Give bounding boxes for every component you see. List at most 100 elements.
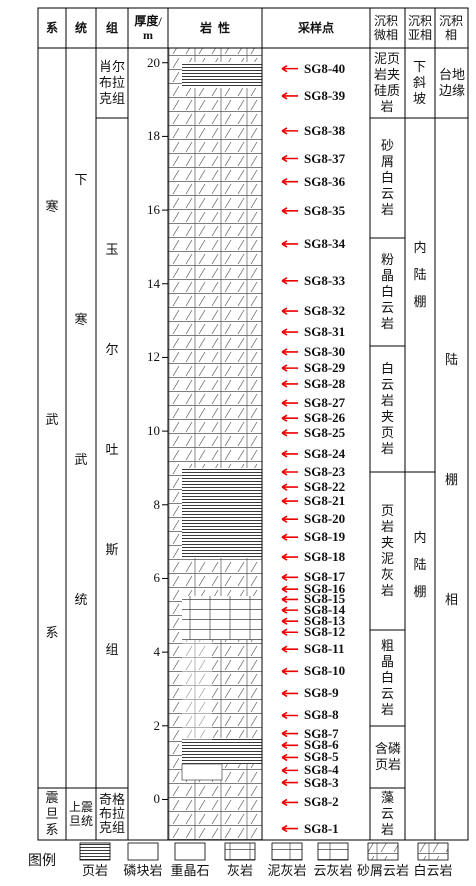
sample-arrow (281, 729, 298, 738)
header: 系 (45, 21, 58, 35)
sample-label: SG8-18 (304, 549, 346, 565)
header: 采样点 (297, 21, 334, 35)
sample-arrow (281, 207, 298, 215)
sample-label: SG8-35 (304, 202, 346, 218)
microfacies: 页岩夹泥灰岩 (380, 503, 394, 598)
sample-arrow (281, 711, 298, 720)
tick-label: 8 (153, 496, 161, 512)
legend-label: 砂屑云岩 (356, 863, 409, 878)
sample-arrow (281, 628, 298, 636)
system: 寒武系 (38, 100, 66, 740)
header: 组 (105, 21, 118, 35)
legend-swatch (224, 842, 256, 861)
tick-label: 14 (147, 275, 160, 291)
sample-arrow (281, 178, 298, 186)
char: 棚 (413, 293, 427, 309)
char: 棚 (444, 472, 458, 487)
sample-arrow (281, 585, 298, 593)
char: 玉 (105, 242, 119, 257)
char: 陆 (413, 266, 427, 282)
sample-arrow (281, 154, 298, 163)
sample-label: SG8-20 (304, 511, 346, 527)
char: 陆 (413, 556, 427, 572)
tick-label: 12 (147, 349, 160, 365)
tick-label: 0 (153, 791, 161, 807)
microfacies: 藻云岩 (380, 790, 394, 837)
sample-arrow (281, 778, 298, 787)
sample-arrow (281, 533, 298, 541)
sample-label: SG8-26 (304, 410, 346, 426)
sample-label: SG8-14 (304, 602, 346, 618)
tick-label: 2 (153, 717, 161, 733)
facies: 台地边缘 (438, 67, 465, 98)
legend-label: 重晶石 (170, 863, 210, 878)
sample-arrow (281, 240, 298, 248)
formation: 肖尔布拉克组 (98, 59, 125, 106)
tick-label: 10 (147, 423, 160, 439)
formation: 玉尔吐斯组 (96, 200, 128, 700)
sample-arrow (281, 429, 298, 437)
legend-label: 灰岩 (226, 863, 253, 878)
sample-arrow (281, 753, 298, 762)
sample-label: SG8-27 (304, 395, 346, 411)
tick-label: 6 (153, 570, 161, 586)
sample-label: SG8-2 (304, 794, 339, 810)
sample-arrow (281, 497, 298, 505)
legend-label: 白云岩 (413, 863, 453, 878)
legend-swatch (317, 842, 349, 861)
legend-label: 泥灰岩 (267, 863, 307, 878)
sample-label: SG8-8 (304, 707, 339, 723)
system: 震旦系 (45, 790, 59, 837)
sample-label: SG8-4 (304, 762, 339, 778)
series: 下寒武统 (66, 110, 96, 670)
sample-arrow (281, 741, 298, 750)
legend-label: 云灰岩 (313, 863, 353, 878)
sample-arrow (281, 553, 298, 561)
sample-label: SG8-32 (304, 303, 346, 319)
char: 内 (413, 240, 427, 256)
sample-arrow (281, 380, 298, 388)
legend-swatch (79, 842, 111, 861)
sample-arrow (281, 364, 298, 372)
header: 岩 性 (199, 21, 230, 35)
microfacies: 粉晶白云岩 (380, 252, 394, 331)
sample-arrow (281, 595, 298, 604)
lithology (168, 48, 262, 840)
microfacies: 白云岩夹页岩 (380, 361, 394, 456)
char: 陆 (444, 352, 458, 367)
sample-label: SG8-11 (304, 641, 345, 657)
sample-arrow (281, 277, 298, 285)
microfacies: 粗晶白云岩 (380, 638, 394, 717)
legend-label: 磷块岩 (123, 863, 163, 878)
tick-label: 4 (153, 644, 161, 660)
sample-arrow (281, 64, 298, 73)
char: 吐 (105, 442, 119, 457)
sample-label: SG8-17 (304, 569, 346, 585)
sample-arrow (281, 307, 298, 315)
tick-label: 16 (147, 202, 160, 218)
sample-label: SG8-28 (304, 375, 346, 391)
sample-arrow (281, 689, 298, 698)
legend-swatch (367, 842, 399, 861)
sample-arrow (281, 515, 298, 523)
sample-arrow (281, 824, 298, 833)
microfacies: 含磷页岩 (374, 741, 401, 772)
series: 上震旦统 (68, 800, 93, 828)
header: 沉积亚相 (407, 14, 432, 42)
tick-label: 20 (147, 54, 160, 70)
sample-label: SG8-29 (304, 360, 346, 376)
sample-label: SG8-19 (304, 529, 346, 545)
sample-label: SG8-13 (304, 613, 346, 629)
char: 组 (105, 642, 119, 657)
sample-label: SG8-40 (304, 60, 346, 76)
facies: 陆棚相 (435, 300, 468, 660)
sample-label: SG8-6 (304, 737, 339, 753)
sample-label: SG8-5 (304, 749, 339, 765)
sample-label: SG8-22 (304, 479, 346, 495)
sample-arrow (281, 450, 298, 458)
sample-label: SG8-36 (304, 173, 346, 189)
sample-arrow (281, 573, 298, 582)
char: 尔 (105, 342, 119, 357)
sample-arrow (281, 414, 298, 422)
sample-label: SG8-3 (304, 774, 339, 790)
